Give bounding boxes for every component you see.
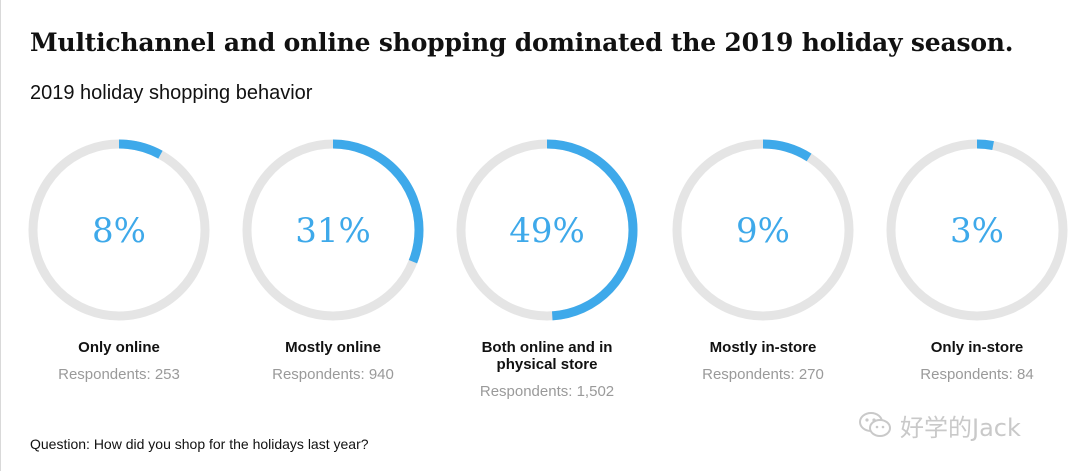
chat-bubble-icon [859, 412, 891, 437]
donut-value-label: 9% [736, 211, 790, 251]
caption-4: Mostly in-store Respondents: 270 [663, 339, 863, 383]
donut-value-label: 49% [509, 211, 585, 251]
caption-1: Only online Respondents: 253 [19, 339, 219, 383]
left-border [0, 0, 1, 471]
donut-value-label: 31% [295, 211, 371, 251]
caption-3: Both online and in physical store Respond… [447, 339, 647, 400]
respondents-count: Respondents: 253 [58, 366, 180, 383]
question-note: Question: How did you shop for the holid… [30, 436, 369, 452]
caption-2: Mostly online Respondents: 940 [233, 339, 433, 383]
donut-value-arc [886, 139, 1068, 321]
donut-value-label: 8% [92, 211, 146, 251]
chart-subtitle: 2019 holiday shopping behavior [30, 82, 313, 104]
donut-value-arc [672, 139, 854, 321]
category-label: Mostly online [285, 339, 381, 356]
respondents-count: Respondents: 940 [272, 366, 394, 383]
category-label: Only in-store [930, 339, 1024, 356]
chart-title: Multichannel and online shopping dominat… [30, 28, 1014, 57]
donut-2: 31% [242, 139, 424, 321]
watermark: 好学的Jack [858, 405, 1058, 445]
respondents-count: Respondents: 270 [702, 366, 824, 383]
caption-5: Only in-store Respondents: 84 [877, 339, 1077, 383]
donut-value-label: 3% [950, 211, 1004, 251]
donut-4: 9% [672, 139, 854, 321]
donut-value-arc [242, 139, 424, 321]
category-label: Both online and in physical store [481, 339, 613, 373]
category-label: Only online [78, 339, 160, 356]
donut-1: 8% [28, 139, 210, 321]
respondents-count: Respondents: 1,502 [479, 383, 615, 400]
donut-5: 3% [886, 139, 1068, 321]
category-label: Mostly in-store [709, 339, 817, 356]
donut-value-arc [456, 139, 638, 321]
watermark-text: 好学的Jack [900, 413, 1021, 442]
respondents-count: Respondents: 84 [920, 366, 1034, 383]
donut-value-arc [28, 139, 210, 321]
donut-3: 49% [456, 139, 638, 321]
